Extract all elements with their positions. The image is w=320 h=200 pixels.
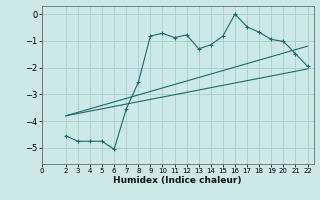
X-axis label: Humidex (Indice chaleur): Humidex (Indice chaleur) bbox=[113, 176, 242, 185]
